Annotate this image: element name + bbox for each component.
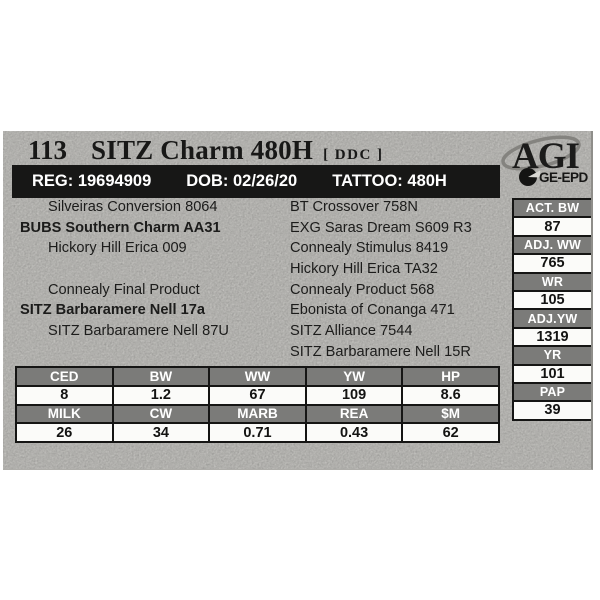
- pedigree-row-spacer: [20, 259, 288, 280]
- pedigree-row: BT Crossover 758N: [290, 199, 418, 215]
- stat-label-row: WR: [512, 271, 591, 292]
- registration-bar: REG: 19694909 DOB: 02/26/20 TATTOO: 480H: [12, 165, 500, 198]
- stat-value: 765: [512, 253, 591, 274]
- tattoo: TATTOO: 480H: [332, 172, 447, 190]
- stat-value-row: 1319: [512, 326, 591, 348]
- pedigree-row-dam: SITZ Barbaramere Nell 17a: [20, 302, 205, 319]
- stat-value: 105: [512, 289, 591, 311]
- epd-value-cell: 109: [304, 384, 404, 406]
- pedigree-row: EXG Saras Dream S609 R3: [290, 219, 472, 236]
- epd-value-row: 26 34 0.71 0.43 62: [15, 422, 500, 444]
- pedigree-row: Connealy Stimulus 8419: [290, 240, 449, 257]
- epd-value-row: 8 1.2 67 109 8.6: [15, 384, 500, 406]
- stat-value-row: 39: [512, 400, 591, 421]
- pedigree: Silveiras Conversion 8064 BUBS Southern …: [3, 197, 503, 365]
- stat-value-row: 87: [512, 216, 591, 237]
- epd-header-cell: MILK: [15, 403, 114, 425]
- epd-header-row: CED BW WW YW HP: [15, 366, 500, 387]
- stat-label: WR: [512, 271, 591, 292]
- stat-label: PAP: [512, 381, 591, 403]
- epd-value-cell: 0.43: [304, 422, 404, 444]
- epd-header-cell: BW: [111, 366, 211, 387]
- pedigree-row: Hickory Hill Erica 009: [48, 240, 187, 257]
- stat-label: YR: [512, 345, 591, 366]
- epd-value-cell: 34: [111, 422, 211, 444]
- logo-subtext: GE-EPD: [539, 170, 589, 185]
- epd-header-cell: WW: [208, 366, 307, 387]
- pedigree-row: Connealy Product 568: [290, 281, 435, 298]
- epd-value-cell: 67: [208, 384, 307, 406]
- stat-label: ACT. BW: [512, 197, 591, 219]
- stat-value: 39: [512, 400, 591, 421]
- name-suffix: [ DDC ]: [323, 147, 384, 163]
- pedigree-row: SITZ Alliance 7544: [290, 323, 413, 340]
- epd-value-cell: 1.2: [111, 384, 211, 406]
- lot-number: 113: [28, 135, 68, 165]
- pedigree-right-column: BT Crossover 758N EXG Saras Dream S609 R…: [290, 197, 505, 363]
- logo-circle-notch: [528, 170, 540, 178]
- pedigree-row: SITZ Barbaramere Nell 15R: [290, 343, 471, 360]
- epd-table: CED BW WW YW HP 8 1.2 67 109 8.6 MILK CW…: [15, 366, 500, 444]
- title-row: 113 SITZ Charm 480H [ DDC ]: [28, 135, 384, 166]
- pedigree-row: Ebonista of Conanga 471: [290, 302, 455, 319]
- epd-value-cell: 62: [401, 422, 500, 444]
- agi-ge-epd-logo: AGI GE-EPD: [501, 135, 589, 186]
- stat-label-row: PAP: [512, 381, 591, 403]
- epd-header-row: MILK CW MARB REA $M: [15, 403, 500, 425]
- dob: DOB: 02/26/20: [186, 172, 298, 190]
- epd-value-cell: 26: [15, 422, 114, 444]
- stat-value-row: 101: [512, 363, 591, 384]
- epd-header-cell: $M: [401, 403, 500, 425]
- epd-header-cell: YW: [304, 366, 404, 387]
- stat-label-row: ADJ.YW: [512, 308, 591, 329]
- stat-value-row: 765: [512, 253, 591, 274]
- stat-label: ADJ. WW: [512, 234, 591, 256]
- pedigree-row: Connealy Final Product: [48, 281, 200, 298]
- stat-label: ADJ.YW: [512, 308, 591, 329]
- pedigree-row: SITZ Barbaramere Nell 87U: [48, 323, 229, 340]
- stat-value: 1319: [512, 326, 591, 348]
- epd-header-cell: CW: [111, 403, 211, 425]
- pedigree-row: Hickory Hill Erica TA32: [290, 261, 438, 278]
- epd-value-cell: 8.6: [401, 384, 500, 406]
- epd-value-cell: 0.71: [208, 422, 307, 444]
- stat-label-row: YR: [512, 345, 591, 366]
- catalog-card: 113 SITZ Charm 480H [ DDC ] AGI GE-EPD R…: [3, 131, 593, 470]
- stat-label-row: ACT. BW: [512, 197, 591, 219]
- pedigree-left-column: Silveiras Conversion 8064 BUBS Southern …: [20, 197, 288, 342]
- stat-value-row: 105: [512, 289, 591, 311]
- stat-value: 101: [512, 363, 591, 384]
- epd-header-cell: CED: [15, 366, 114, 387]
- epd-header-cell: REA: [304, 403, 404, 425]
- stat-label-row: ADJ. WW: [512, 234, 591, 256]
- epd-header-cell: HP: [401, 366, 500, 387]
- logo-orbit-ellipse: [501, 135, 581, 171]
- epd-header-cell: MARB: [208, 403, 307, 425]
- epd-value-cell: 8: [15, 384, 114, 406]
- stat-value: 87: [512, 216, 591, 237]
- animal-name: SITZ Charm 480H: [91, 135, 314, 165]
- pedigree-row-sire: BUBS Southern Charm AA31: [20, 219, 221, 236]
- reg-number: REG: 19694909: [32, 172, 152, 190]
- stats-sidebar: ACT. BW 87 ADJ. WW 765 WR 105 ADJ.YW 131…: [512, 197, 591, 421]
- pedigree-row: Silveiras Conversion 8064: [48, 199, 218, 215]
